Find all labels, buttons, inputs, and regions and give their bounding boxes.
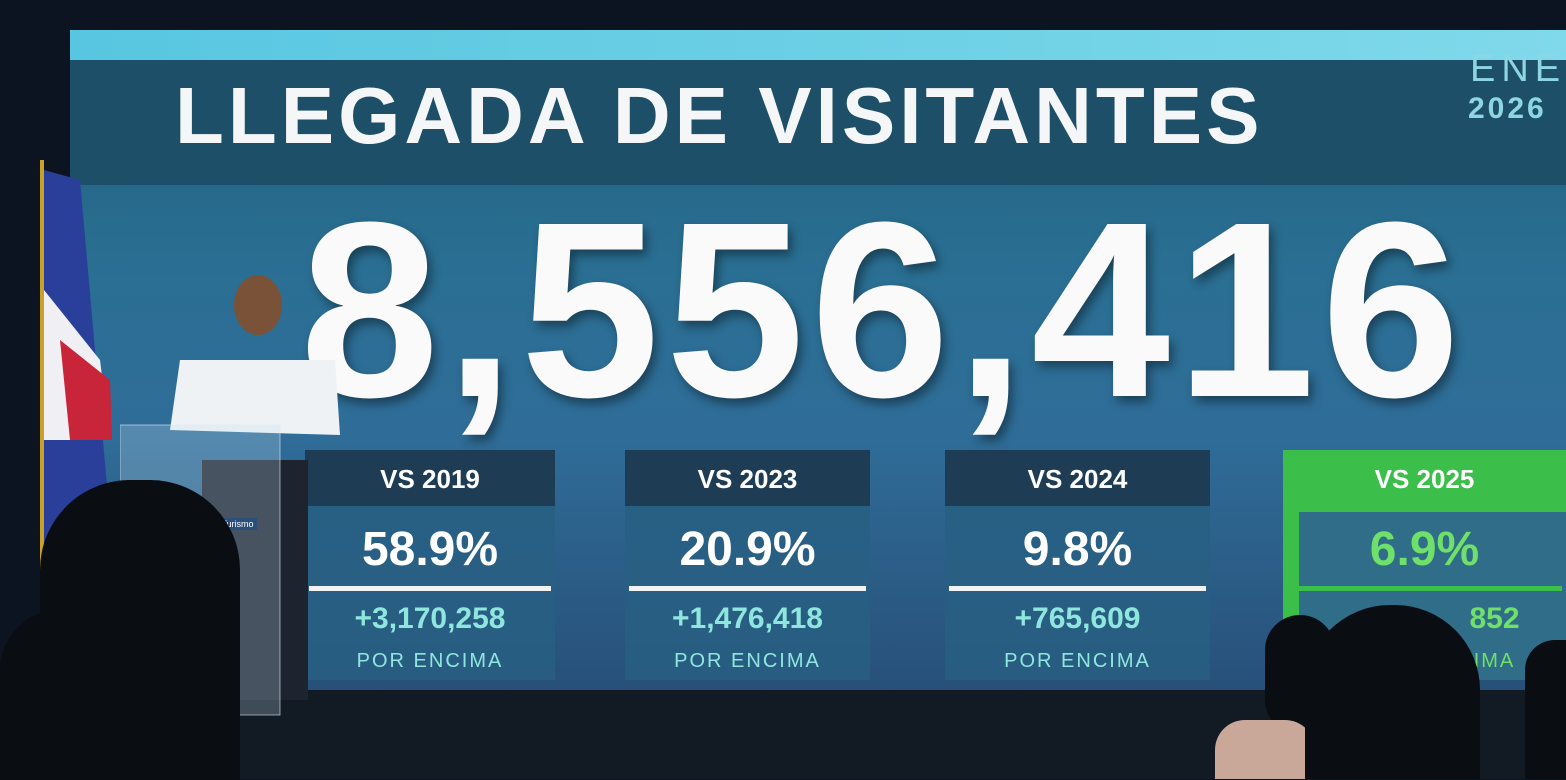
audience-shoulder (1215, 720, 1315, 779)
card-percent: 9.8% (1022, 523, 1133, 576)
card-label: VS 2019 (305, 450, 555, 506)
flag-pole (40, 160, 44, 600)
shirt (170, 360, 340, 435)
divider (949, 586, 1206, 591)
total-visitors: 8,556,416 (300, 170, 1467, 449)
card-percent: 6.9% (1369, 523, 1480, 576)
divider (629, 586, 866, 591)
card-percent: 58.9% (361, 523, 499, 576)
card-percent: 20.9% (679, 523, 816, 576)
card-note: POR ENCIMA (356, 650, 504, 672)
year: 2026 (1468, 92, 1547, 125)
audience-silhouette (0, 610, 120, 780)
title: LLEGADA DE VISITANTES (175, 71, 1264, 160)
title-band (70, 60, 1566, 185)
card-note: IMA (1473, 650, 1516, 672)
screen-top-band (70, 30, 1566, 60)
card-difference: 852 (1469, 602, 1520, 635)
divider (1287, 586, 1562, 591)
audience-silhouette (1305, 605, 1480, 779)
card-label: VS 2024 (945, 450, 1210, 506)
flag-red (60, 340, 112, 440)
card: VS 2024 9.8% +765,609 POR ENCIMA (945, 450, 1210, 680)
card-note: POR ENCIMA (1004, 650, 1151, 672)
divider (309, 586, 551, 591)
card-difference: +3,170,258 (354, 602, 506, 635)
head (234, 275, 282, 335)
card: VS 2019 58.9% +3,170,258 POR ENCIMA (305, 450, 555, 680)
card-difference: +765,609 (1014, 602, 1141, 635)
card-difference: +1,476,418 (672, 602, 823, 635)
card-label: VS 2023 (625, 450, 870, 506)
audience-silhouette (1525, 640, 1566, 779)
period: ENE (1470, 48, 1566, 90)
card-label: VS 2025 (1283, 450, 1566, 506)
card: VS 2023 20.9% +1,476,418 POR ENCIMA (625, 450, 870, 680)
card-note: POR ENCIMA (674, 650, 821, 672)
